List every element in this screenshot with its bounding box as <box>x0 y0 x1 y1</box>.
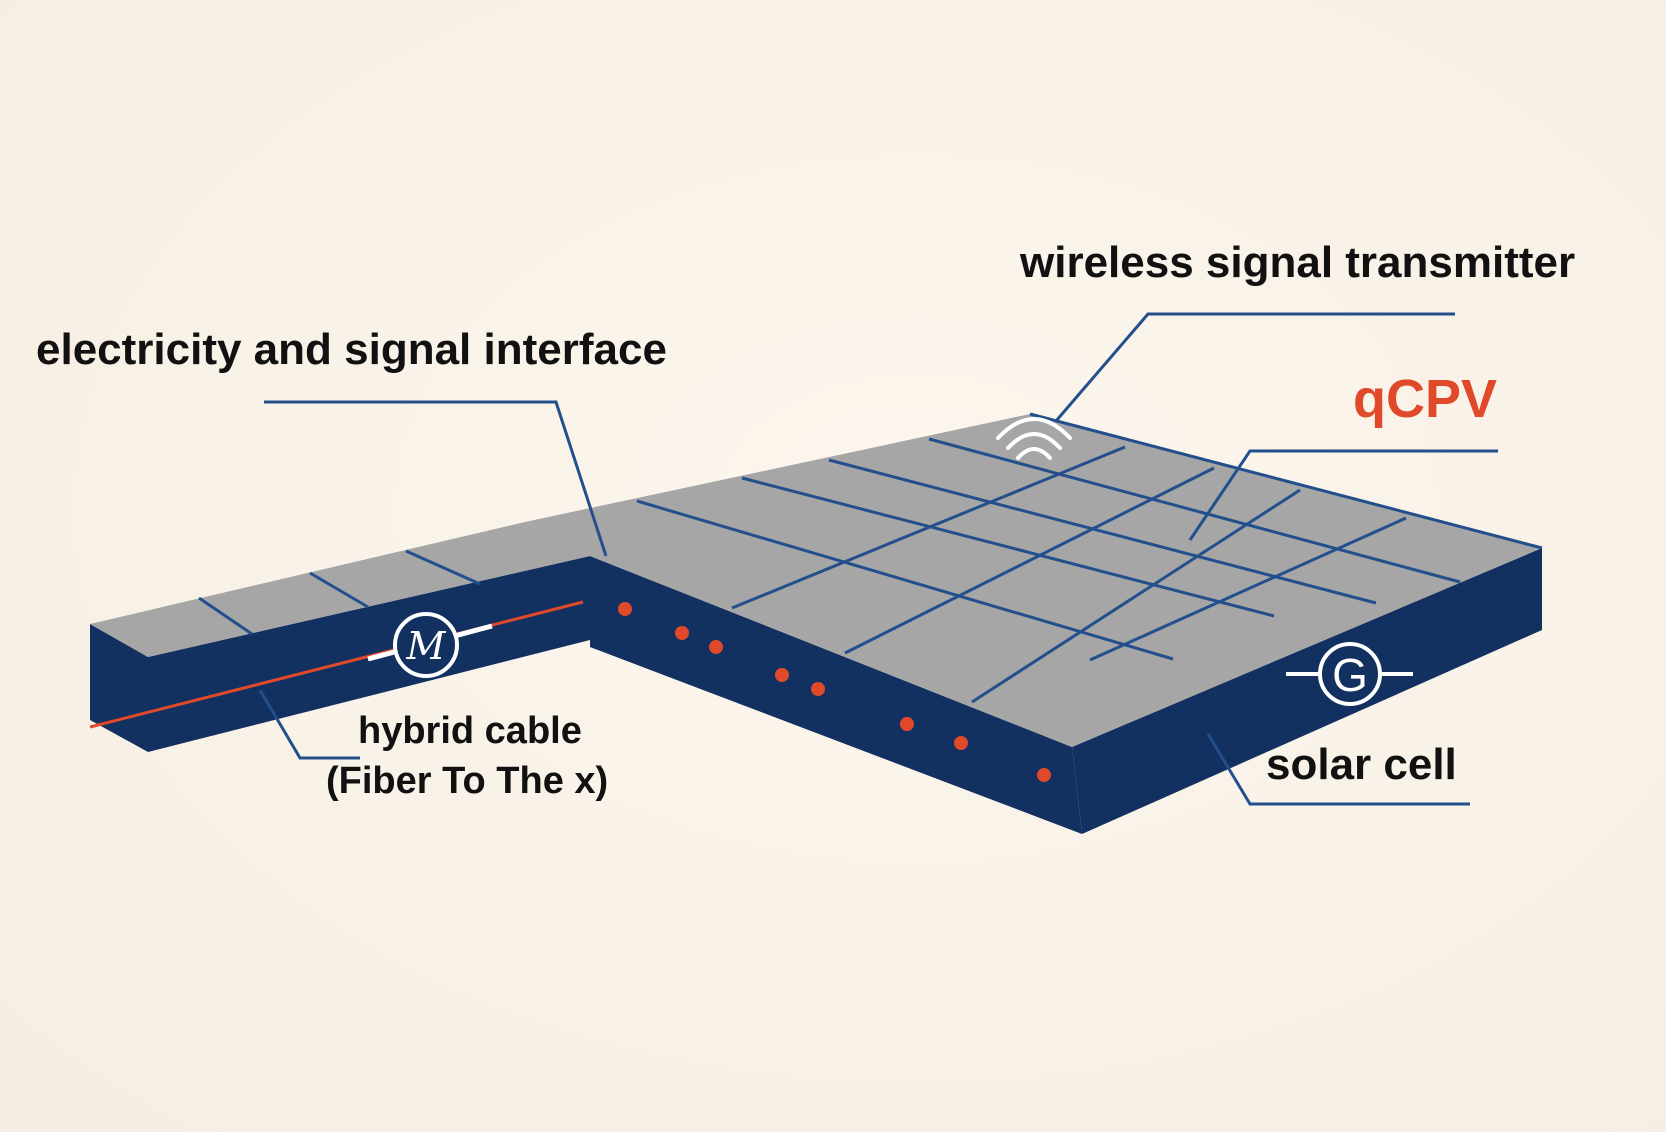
wifi-signal-icon <box>996 417 1072 460</box>
main-slab-grid <box>636 412 1543 704</box>
grid-line <box>828 458 1377 605</box>
interface-dot <box>775 668 789 682</box>
grid-line <box>405 549 481 586</box>
grid-line <box>309 571 369 609</box>
grid-line <box>971 488 1301 704</box>
main-slab-right-side <box>1072 548 1542 834</box>
grid-line <box>741 476 1275 618</box>
grid-line <box>928 437 1461 584</box>
interface-dots <box>618 602 1051 782</box>
left-slab-side <box>90 556 590 752</box>
interface-dot <box>900 717 914 731</box>
solar-cell-leader-line <box>1206 733 1470 806</box>
interface-dot <box>811 682 825 696</box>
label-solar-cell: solar cell <box>1266 740 1457 789</box>
interface-dot <box>1037 768 1051 782</box>
label-qcpv: qCPV <box>1353 369 1498 429</box>
generator-g-icon: G <box>1286 642 1413 706</box>
grid-line <box>1029 412 1543 550</box>
grid-line <box>636 499 1174 661</box>
grid-line <box>198 596 253 636</box>
leader-lines <box>258 312 1498 806</box>
hybrid-cable-line <box>89 600 584 729</box>
svg-text:M: M <box>406 624 447 668</box>
label-hybrid-cable: hybrid cable <box>358 710 582 752</box>
interface-dot <box>954 736 968 750</box>
label-fiber-to-the-x: (Fiber To The x) <box>326 760 609 802</box>
grid-line <box>844 466 1215 655</box>
left-slab-grid <box>198 549 481 636</box>
interface-dot <box>709 640 723 654</box>
svg-text:G: G <box>1332 649 1368 701</box>
interface-leader-line <box>264 400 608 557</box>
interface-dot <box>618 602 632 616</box>
grid-line <box>731 445 1126 610</box>
interface-dot <box>675 626 689 640</box>
label-wireless-signal-transmitter: wireless signal transmitter <box>1020 238 1576 287</box>
label-electricity-and-signal-interface: electricity and signal interface <box>36 325 667 374</box>
wireless-leader-line <box>1054 312 1455 422</box>
qcpv-leader-line <box>1188 449 1498 541</box>
hybrid-cable-leader-line <box>258 689 360 760</box>
motor-m-icon: M <box>367 612 493 678</box>
main-slab-front-side <box>590 556 1082 834</box>
grid-line <box>1089 516 1407 662</box>
